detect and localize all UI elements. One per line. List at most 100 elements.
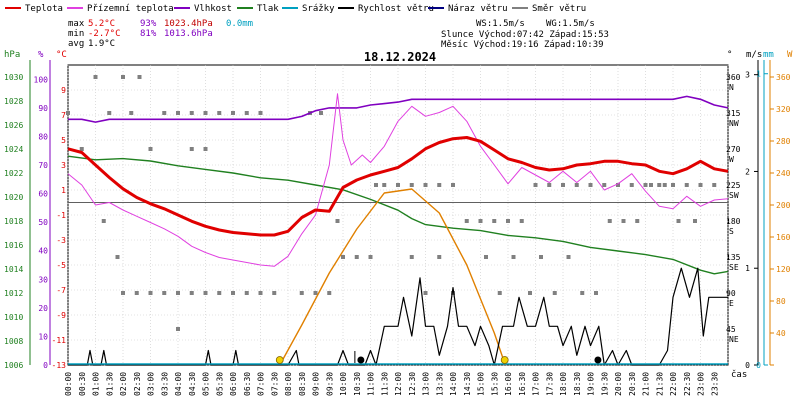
direction-point: [409, 255, 414, 259]
tick-label-compass: NW: [729, 119, 739, 128]
x-tick-label: 04:00: [174, 372, 183, 396]
series-line-Teplota: [67, 136, 729, 237]
direction-point: [217, 111, 222, 115]
direction-point: [203, 111, 208, 115]
stat-min-label: min: [68, 29, 84, 39]
direction-point: [423, 291, 428, 295]
x-tick-label: 11:30: [380, 372, 389, 396]
direction-point: [244, 291, 249, 295]
legend-label: Tlak: [257, 4, 279, 14]
direction-point: [409, 183, 414, 187]
x-tick-label: 12:30: [408, 372, 417, 396]
tick-label-pressure: 1012: [4, 289, 23, 298]
axis-unit-w: W: [787, 50, 793, 60]
direction-point: [107, 111, 112, 115]
tick-label-humidity: 40: [38, 247, 48, 256]
direction-point: [258, 291, 263, 295]
tick-label-temperature: 9: [61, 86, 66, 95]
x-tick-label: 19:00: [587, 372, 596, 396]
series-line-Solar: [279, 188, 506, 366]
tick-label-pressure: 1022: [4, 169, 23, 178]
x-tick-label: 20:30: [628, 372, 637, 396]
legend-label: Přízemní teplota: [87, 4, 174, 14]
direction-point: [451, 291, 455, 295]
direction-point: [539, 255, 543, 259]
x-tick-label: 01:30: [105, 372, 114, 396]
direction-point: [662, 183, 667, 187]
chart-date: 18.12.2024: [364, 50, 436, 64]
tick-label-humidity: 20: [38, 304, 48, 313]
direction-point: [79, 147, 84, 151]
direction-point: [129, 111, 134, 115]
tick-label-humidity: 0: [43, 361, 48, 370]
tick-label-compass: N: [729, 83, 734, 92]
x-tick-label: 12:00: [394, 372, 403, 396]
direction-point: [341, 255, 345, 259]
x-tick-label: 11:00: [367, 372, 376, 396]
direction-point: [547, 183, 552, 187]
direction-point: [657, 183, 662, 187]
direction-point: [299, 291, 304, 295]
x-tick-label: 00:00: [64, 372, 73, 396]
axes: hPa% °C1006100810101012101410161018102010…: [4, 50, 793, 370]
stat-max-press: 1023.4hPa: [164, 19, 213, 29]
direction-point: [484, 255, 488, 259]
direction-point: [374, 183, 378, 187]
stat-max-rain: 0.0mm: [226, 19, 253, 29]
direction-point: [607, 219, 612, 223]
legend-label: Směr větru: [532, 4, 586, 14]
tick-label-pressure: 1006: [4, 361, 23, 370]
x-tick-label: 15:30: [490, 372, 499, 396]
tick-label-solar: 80: [776, 297, 786, 306]
axis-unit-hpa: hPa: [4, 50, 20, 60]
stat-avg-label: avg: [68, 39, 84, 49]
direction-point: [319, 111, 323, 115]
direction-point: [594, 291, 598, 295]
x-tick-label: 03:30: [160, 372, 169, 396]
tick-label-rain: 0: [756, 361, 761, 370]
tick-label-pressure: 1008: [4, 337, 23, 346]
stat-max-label: max: [68, 19, 85, 29]
direction-point: [684, 183, 689, 187]
direction-point: [712, 183, 717, 187]
sun-marker: [500, 356, 509, 364]
x-tick-label: 10:00: [339, 372, 348, 396]
direction-point: [335, 219, 340, 223]
stat-max-temp: 5.2°C: [88, 19, 115, 29]
sun-marker: [275, 356, 284, 364]
x-tick-label: 09:00: [312, 372, 321, 396]
direction-point: [162, 291, 167, 295]
x-tick-label: 02:00: [119, 372, 128, 396]
legend-label: Vlhkost: [194, 4, 232, 14]
tick-label-humidity: 70: [38, 161, 48, 170]
tick-label-pressure: 1026: [4, 121, 23, 130]
x-tick-label: 08:30: [298, 372, 307, 396]
direction-point: [528, 291, 532, 295]
direction-point: [368, 255, 373, 259]
direction-point: [203, 291, 208, 295]
tick-label-temperature: 5: [61, 136, 66, 145]
info-moon: Měsíc Východ:19:16 Západ:10:39: [441, 40, 604, 50]
direction-point: [313, 291, 318, 295]
tick-label-compass: W: [729, 155, 734, 164]
legend-label: Náraz větru: [448, 4, 508, 14]
direction-point: [478, 219, 483, 223]
stat-min-temp: -2.7°C: [88, 29, 121, 39]
x-tick-label: 14:30: [463, 372, 472, 396]
x-tick-label: 04:30: [188, 372, 197, 396]
x-tick-label: 17:00: [532, 372, 541, 396]
x-tick-label: 13:00: [422, 372, 431, 396]
legend: Teplota Přízemní teplota Vlhkost Tlak Srážky…: [5, 4, 586, 14]
direction-point: [649, 183, 653, 187]
direction-point: [101, 219, 106, 223]
tick-label-solar: 360: [776, 73, 791, 82]
direction-point: [533, 183, 538, 187]
direction-point: [698, 183, 703, 187]
direction-point: [437, 183, 442, 187]
x-tick-label: 03:00: [147, 372, 156, 396]
direction-point: [396, 183, 400, 187]
direction-point: [643, 183, 648, 187]
tick-label-wind: 3: [745, 71, 750, 80]
series-line-Přízemní teplota: [67, 93, 729, 267]
legend-label: Teplota: [25, 4, 63, 14]
